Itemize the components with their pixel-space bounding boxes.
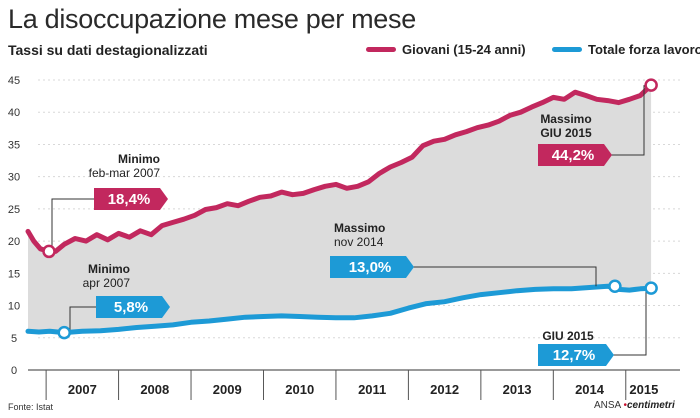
annotation-label: GIU 2015 bbox=[540, 126, 592, 140]
x-tick-label: 2014 bbox=[575, 382, 605, 397]
annotation-label: Massimo bbox=[334, 221, 385, 235]
annotation-label: Minimo bbox=[118, 152, 160, 166]
legend-item-total: Totale forza lavoro bbox=[552, 42, 700, 57]
annotation-connector bbox=[406, 266, 597, 287]
annotation-label: Minimo bbox=[88, 262, 130, 276]
x-tick-label: 2008 bbox=[140, 382, 169, 397]
y-tick-label: 35 bbox=[8, 139, 20, 151]
y-tick-label: 25 bbox=[8, 204, 20, 216]
x-tick-label: 2015 bbox=[629, 382, 658, 397]
gap-band-area bbox=[28, 85, 652, 333]
x-tick-label: 2011 bbox=[358, 382, 386, 397]
legend-swatch-total bbox=[552, 47, 582, 52]
value-badge-youth_max bbox=[538, 144, 612, 166]
credit-agency: ANSA bbox=[594, 400, 621, 411]
credit-brand: centimetri bbox=[626, 400, 675, 411]
value-badge-total_last bbox=[538, 344, 614, 366]
data-marker-youth_min bbox=[42, 244, 56, 259]
annotation-label: Massimo bbox=[540, 112, 591, 126]
value-badge-total_min bbox=[96, 296, 170, 318]
x-tick-label: 2009 bbox=[213, 382, 242, 397]
value-badge-label: 13,0% bbox=[349, 259, 392, 276]
y-axis-ticks: 0 5 10 15 20 25 30 35 40 45 bbox=[8, 75, 20, 377]
y-tick-label: 15 bbox=[8, 268, 20, 280]
annotation-label: GIU 2015 bbox=[542, 329, 594, 343]
series-line-youth bbox=[25, 82, 654, 254]
data-marker-total_min bbox=[57, 325, 71, 340]
chart-subtitle: Tassi su dati destagionalizzati bbox=[8, 42, 208, 58]
x-tick-label: 2013 bbox=[503, 382, 532, 397]
y-tick-label: 30 bbox=[8, 172, 20, 184]
y-tick-label: 10 bbox=[8, 301, 20, 313]
chart-title: La disoccupazione mese per mese bbox=[8, 4, 416, 34]
annotation-label: feb-mar 2007 bbox=[89, 166, 161, 180]
x-tick-label: 2012 bbox=[430, 382, 459, 397]
data-marker-total_last bbox=[644, 281, 658, 295]
credit-dot-icon: • bbox=[623, 400, 627, 411]
data-marker-youth_max bbox=[644, 78, 658, 92]
legend-label-youth: Giovani (15-24 anni) bbox=[402, 42, 526, 57]
series-lines bbox=[25, 82, 654, 336]
legend-swatch-youth bbox=[366, 47, 396, 52]
data-marker-total_max bbox=[608, 279, 622, 293]
x-tick-label: 2010 bbox=[285, 382, 314, 397]
value-badge-label: 18,4% bbox=[108, 191, 151, 208]
y-tick-label: 40 bbox=[8, 107, 20, 119]
annotation-connector bbox=[606, 288, 647, 356]
credit: ANSA •centimetri bbox=[594, 400, 675, 411]
annotation-label: apr 2007 bbox=[83, 276, 131, 290]
x-tick-label: 2007 bbox=[68, 382, 97, 397]
annotation-total_last: GIU 2015 12,7% bbox=[538, 281, 658, 366]
annotation-connector bbox=[51, 198, 94, 252]
annotation-label: nov 2014 bbox=[334, 235, 384, 249]
annotation-connector bbox=[69, 306, 96, 333]
legend-label-total: Totale forza lavoro bbox=[588, 42, 700, 57]
value-badge-label: 44,2% bbox=[552, 147, 595, 164]
y-tick-label: 20 bbox=[8, 236, 20, 248]
value-badge-label: 12,7% bbox=[553, 347, 596, 364]
legend-item-youth: Giovani (15-24 anni) bbox=[366, 42, 526, 57]
value-badge-total_max bbox=[330, 256, 414, 278]
series-line-total bbox=[25, 283, 654, 336]
value-badge-label: 5,8% bbox=[114, 299, 148, 316]
annotation-connector bbox=[604, 85, 645, 156]
x-axis: 2007 2008 2009 2010 2011 2012 2013 2014 2015 bbox=[28, 369, 680, 400]
y-tick-label: 45 bbox=[8, 75, 20, 87]
source-note: Fonte: Istat bbox=[8, 402, 54, 412]
gap-band bbox=[28, 85, 652, 333]
y-tick-label: 0 bbox=[11, 365, 17, 377]
value-badge-youth_min bbox=[94, 188, 168, 210]
y-tick-label: 5 bbox=[11, 333, 17, 345]
